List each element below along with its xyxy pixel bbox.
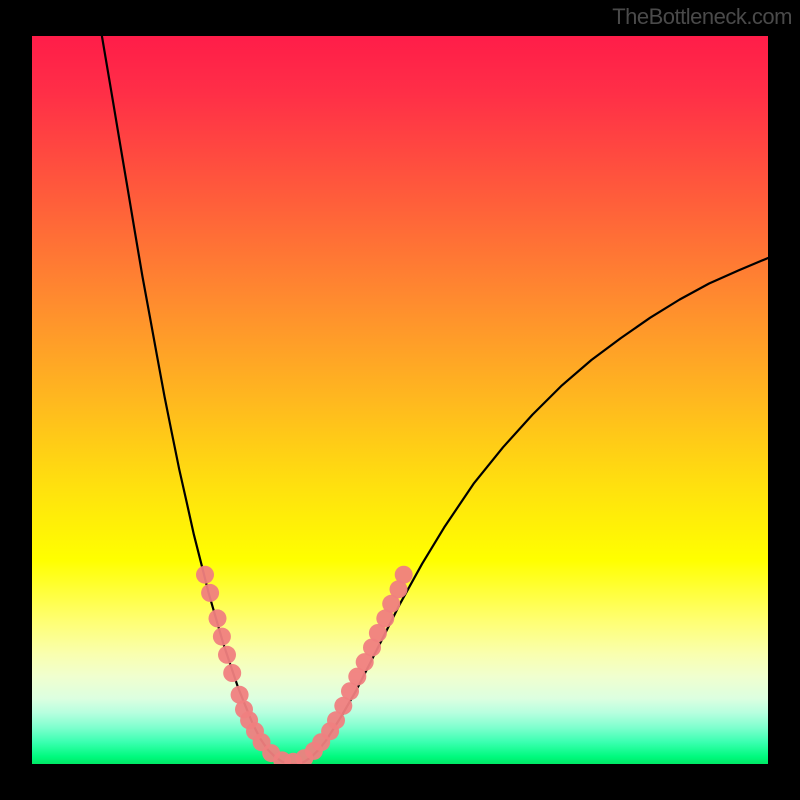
plot-area	[32, 36, 768, 764]
chart-frame	[0, 0, 800, 800]
data-marker	[201, 584, 219, 602]
marker-layer	[196, 566, 413, 764]
data-marker	[196, 566, 214, 584]
data-marker	[395, 566, 413, 584]
chart-svg	[32, 36, 768, 764]
curve-right-branch	[290, 258, 768, 764]
watermark-text: TheBottleneck.com	[612, 4, 792, 30]
chart-stage: TheBottleneck.com	[0, 0, 800, 800]
curve-layer	[102, 36, 768, 764]
data-marker	[213, 628, 231, 646]
data-marker	[218, 646, 236, 664]
curve-left-branch	[102, 36, 290, 764]
data-marker	[209, 609, 227, 627]
data-marker	[223, 664, 241, 682]
